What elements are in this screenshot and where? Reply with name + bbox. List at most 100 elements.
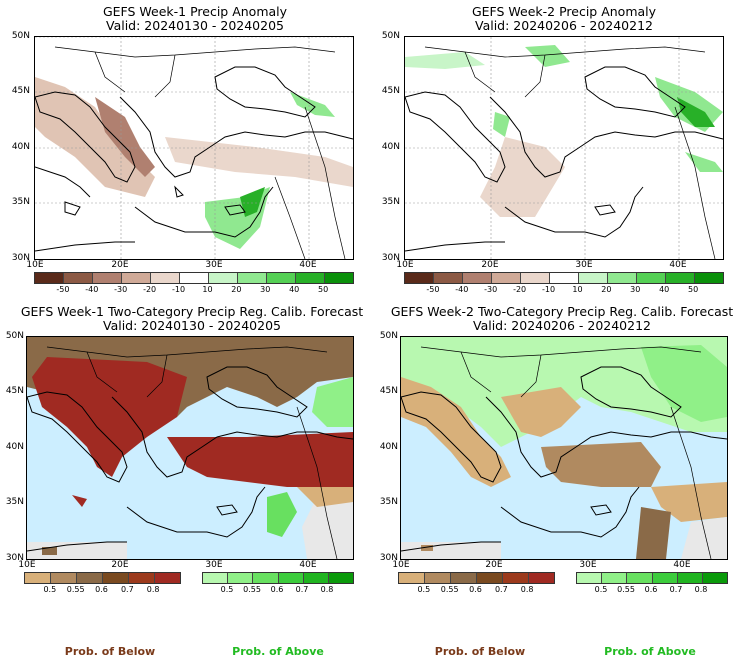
colorbar-tick-label: -50 [426,285,440,294]
precip-shading [405,45,723,217]
colorbar-swatch [665,273,694,283]
lat-label: 35N [11,197,30,207]
colorbar-swatch [128,573,154,583]
colorbar-swatch [502,573,528,583]
low-signal-region-arabia [681,517,727,559]
strong-wet-anomaly-region [240,187,265,217]
strong-below-region-anatolia [167,432,353,487]
colorbar-swatch [237,273,266,283]
panel-valid-date: Valid: 20240130 - 20240205 [105,18,284,33]
panel-week1-two-category: GEFS Week-1 Two-Category Precip Reg. Cal… [0,300,376,662]
strong-wet-anomaly-region [677,97,715,127]
colorbar-swatch [50,573,76,583]
colorbar-swatch [208,273,237,283]
colorbar-tick-label: 0.5 [43,585,57,594]
panel-valid-date: Valid: 20240130 - 20240205 [102,318,281,333]
wet-anomaly-region-balkans [493,112,510,137]
prob-below-colorbar [24,572,181,584]
strong-dry-anomaly-region [95,97,155,177]
borders [420,346,712,559]
lat-label: 45N [11,86,30,96]
colorbar-tick-label: -50 [56,285,70,294]
lon-label: 20E [481,260,499,270]
colorbar-swatch [302,573,328,583]
lat-label: 50N [5,331,24,341]
lat-label: 45N [381,86,400,96]
lon-label: 30E [205,260,223,270]
colorbar-swatch [227,573,253,583]
prob-above-colorbar-ticks: 0.5 0.55 0.6 0.7 0.8 [202,586,352,596]
prob-above-colorbar [576,572,728,584]
colorbar-swatch [626,573,652,583]
lon-label: 20E [111,260,129,270]
colorbar-tick-label: -20 [143,285,157,294]
panel-title: GEFS Week-2 Precip Anomaly [471,4,657,19]
below-normal-cell-africa [42,547,57,555]
strong-below-region-balkans-italy [32,357,187,477]
colorbar-tick-label: -40 [455,285,469,294]
lon-label: 40E [299,260,317,270]
prob-above-colorbar-ticks: 0.5 0.55 0.6 0.7 0.8 [576,586,726,596]
panel-week2-anomaly: GEFS Week-2 Precip Anomaly Valid: 202402… [376,0,752,300]
above-normal-region-caucasus [312,377,353,427]
colorbar-swatch [424,573,450,583]
colorbar-tick-label: -30 [484,285,498,294]
colorbar-swatch [476,573,502,583]
prob-below-colorbar-ticks: 0.5 0.55 0.6 0.7 0.8 [24,586,179,596]
lon-label: 30E [575,260,593,270]
colorbar-swatch [295,273,324,283]
colorbar-swatch [327,573,354,583]
above-normal-region-levant [267,492,297,537]
colorbar-swatch [701,573,728,583]
colorbar-tick-label: 20 [231,285,242,294]
colorbar-tick-label: 30 [630,285,641,294]
below-normal-region-syria [297,487,353,507]
colorbar-swatch [694,273,723,283]
lat-label: 40N [381,142,400,152]
colorbar-tick-label: 0.5 [220,585,234,594]
prob-above-label: Prob. of Above [604,645,696,658]
below-normal-region-balkans [501,387,581,437]
colorbar-swatch [577,573,602,583]
colorbar-swatch [277,573,303,583]
colorbar-tick-label: -40 [85,285,99,294]
prob-below-colorbar-ticks: 0.5 0.55 0.6 0.7 0.8 [398,586,553,596]
lat-label: 50N [379,331,398,341]
precip-shading [35,77,353,249]
map-week2-probability [400,336,728,560]
colorbar-tick-label: -10 [541,285,556,294]
colorbar-tick-label: 40 [659,285,670,294]
anomaly-colorbar [404,272,724,284]
colorbar-tick-label: 10 [202,285,213,294]
colorbar-tick-label: 30 [260,285,271,294]
colorbar-swatch [636,273,665,283]
lon-label: 40E [299,560,317,570]
lat-label: 40N [379,442,398,452]
wet-anomaly-region-east [685,152,723,172]
colorbar-swatch [252,573,278,583]
anomaly-colorbar [34,272,354,284]
colorbar-tick-label: 0.8 [520,585,534,594]
wet-anomaly-region-north-east [525,45,570,67]
land-probability-shading [27,337,353,559]
lat-label: 30N [5,553,24,563]
colorbar-swatch [102,573,128,583]
lat-label: 30N [11,253,30,263]
colorbar-swatch [676,573,702,583]
colorbar-tick-label: 0.55 [440,585,459,594]
wet-anomaly-region-north [405,52,485,69]
colorbar-swatch [405,273,433,283]
colorbar-swatch [399,573,424,583]
lon-label: 10E [18,560,36,570]
colorbar-swatch [266,273,295,283]
lat-label: 40N [11,142,30,152]
colorbar-swatch [601,573,627,583]
colorbar-swatch [92,273,121,283]
coastlines [405,66,723,252]
lat-label: 30N [379,553,398,563]
dry-anomaly-region-east [165,137,353,187]
lon-label: 30E [205,560,223,570]
prob-above-label: Prob. of Above [232,645,324,658]
colorbar-tick-label: 0.8 [146,585,160,594]
colorbar-swatch [76,573,102,583]
